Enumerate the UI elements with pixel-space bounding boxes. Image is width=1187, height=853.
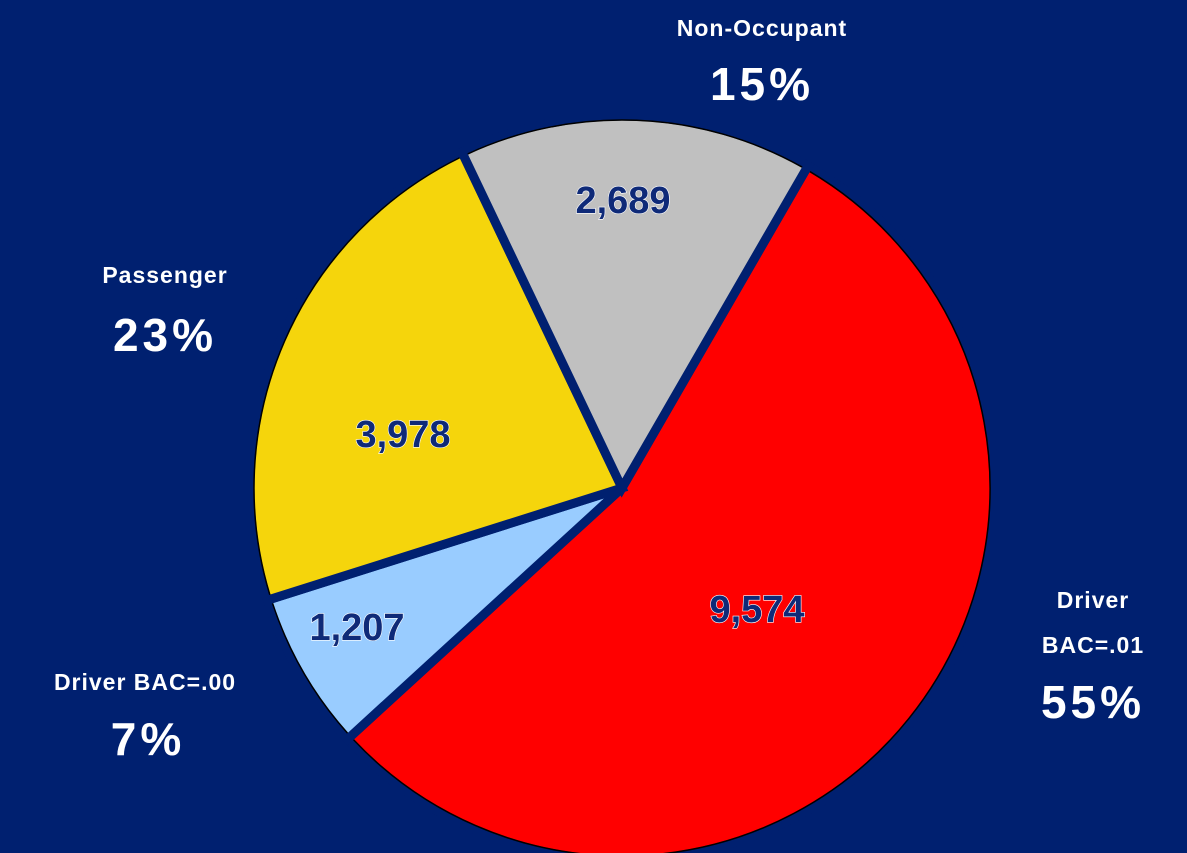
value-label: 2,689 — [575, 180, 670, 222]
category-label: Driver BAC=.00 — [53, 669, 237, 695]
pie-slice — [341, 159, 999, 853]
pie-slice — [261, 483, 626, 746]
percent-label: 7% — [110, 713, 186, 765]
value-label: 1,207 — [309, 607, 404, 649]
slice-outline — [467, 119, 803, 168]
slice-outline — [253, 157, 460, 595]
pie-slice — [245, 146, 629, 606]
percent-label: 55% — [1040, 676, 1146, 728]
value-label: 9,574 — [709, 589, 804, 631]
slice-outline — [271, 603, 349, 734]
pie-slice — [455, 111, 815, 498]
category-label: Driver BAC=.01 — [1041, 587, 1145, 658]
category-label: Passenger — [102, 262, 228, 288]
percent-label: 15% — [709, 58, 815, 110]
slice-outline — [353, 170, 991, 853]
category-label: Non-Occupant — [676, 15, 848, 41]
value-label: 3,978 — [355, 414, 450, 456]
percent-label: 23% — [112, 309, 218, 361]
